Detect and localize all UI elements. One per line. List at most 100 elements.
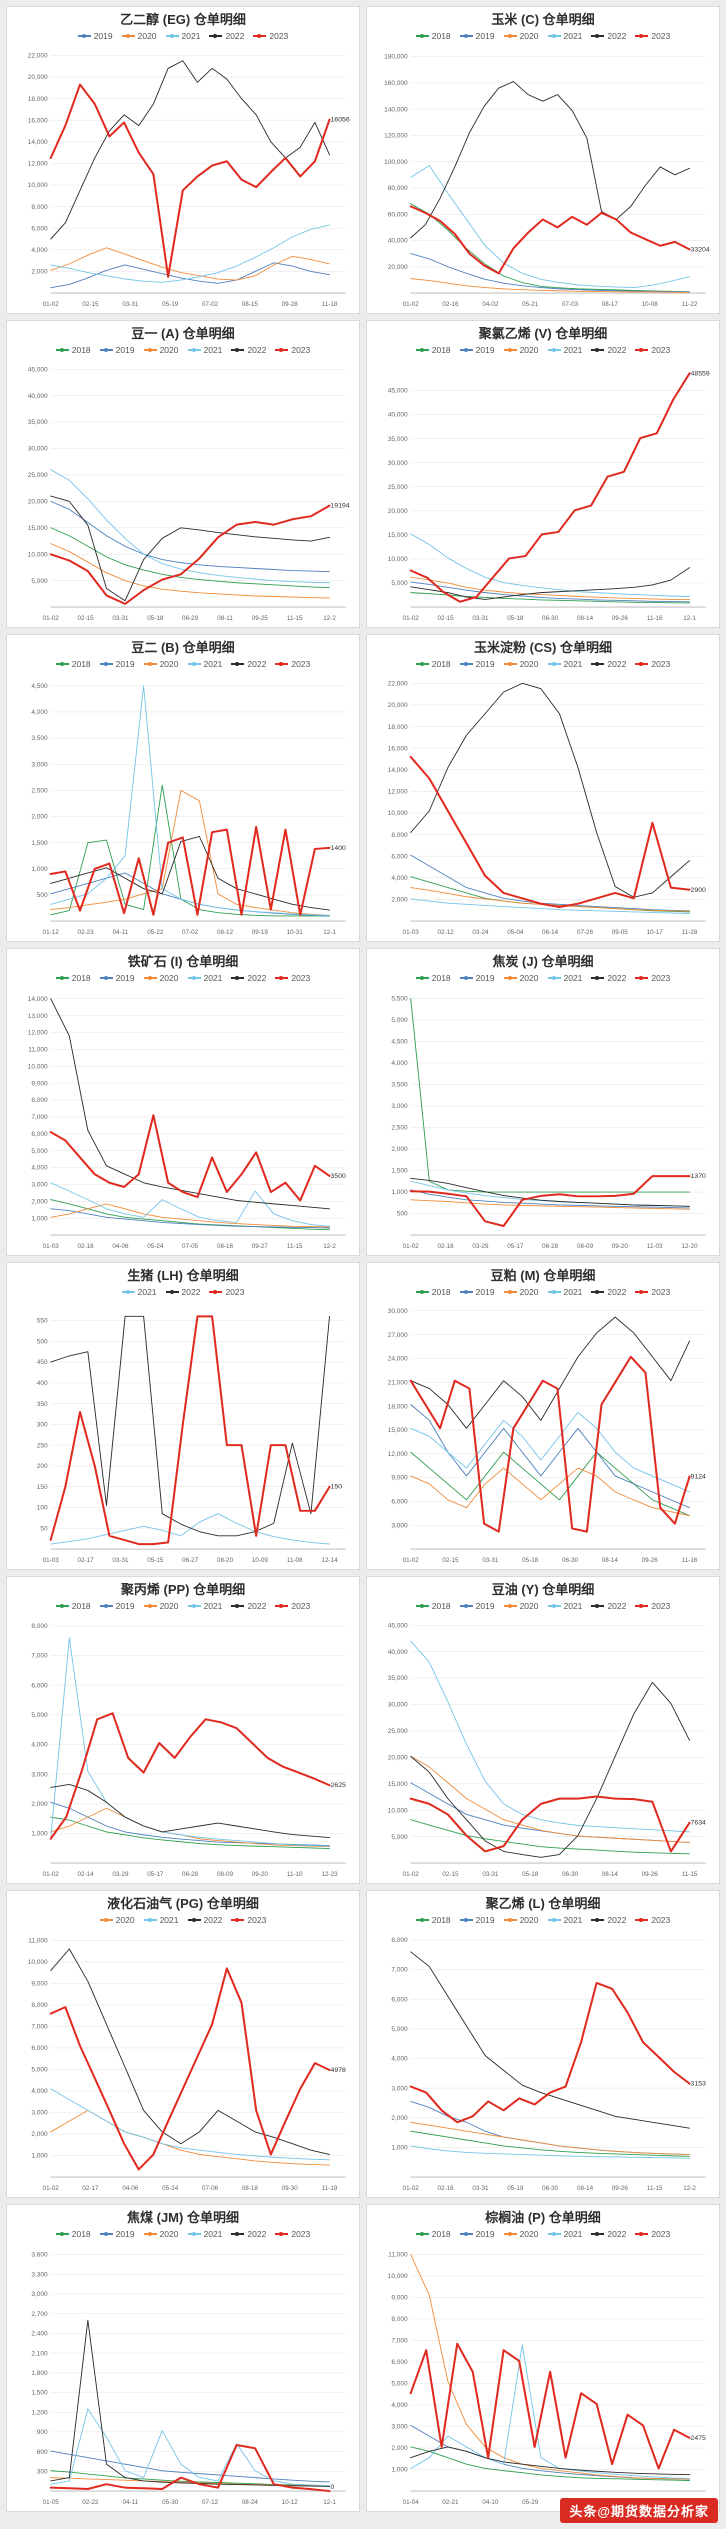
legend-year-label: 2021: [563, 1287, 583, 1297]
y-tick-label: 5,000: [31, 2067, 48, 2074]
series-end-label: 19194: [331, 503, 350, 510]
series-line-2018: [410, 203, 690, 293]
legend-line-marker-icon: [503, 662, 517, 666]
y-tick-label: 10,000: [28, 1064, 48, 1071]
y-tick-label: 4,000: [31, 1742, 48, 1749]
legend-line-marker-icon: [591, 662, 605, 666]
x-tick-label: 12-1: [323, 929, 336, 936]
legend-item: 2020: [503, 658, 539, 670]
chart-card: 乙二醇 (EG) 仓单明细 2019 2020 2021 2022 2023 2,000…: [6, 6, 360, 314]
legend-item: 2022: [209, 30, 244, 42]
chart-legend: 2019 2020 2021 2022 2023: [10, 30, 356, 42]
legend-item: 2018: [55, 1600, 91, 1612]
y-tick-label: 7,000: [391, 1967, 408, 1974]
y-tick-label: 2,700: [31, 2311, 48, 2318]
chart-card: 聚丙烯 (PP) 仓单明细 2018 2019 2020 2021 2022 2023 1…: [6, 1576, 360, 1884]
series-end-label: 16056: [331, 117, 350, 124]
series-line-2022: [410, 1681, 690, 1858]
y-tick-label: 3,600: [31, 2252, 48, 2259]
legend-year-label: 2021: [563, 659, 583, 669]
legend-year-label: 2019: [475, 1601, 495, 1611]
series-line-2020: [410, 576, 690, 601]
legend-year-label: 2019: [93, 31, 113, 41]
x-tick-label: 05-18: [147, 615, 164, 622]
chart-legend: 2018 2019 2020 2021 2022 2023: [10, 972, 356, 984]
legend-year-label: 2023: [651, 31, 671, 41]
x-tick-label: 09-25: [252, 615, 269, 622]
series-end-label: 9124: [691, 1474, 707, 1481]
series-line-2018: [50, 784, 330, 917]
x-tick-label: 08-18: [242, 2185, 259, 2192]
y-tick-label: 4,000: [391, 2402, 408, 2409]
x-tick-label: 05-29: [522, 2499, 539, 2506]
y-tick-label: 8,000: [31, 1097, 48, 1104]
chart-legend: 2018 2019 2020 2021 2022 2023: [10, 1600, 356, 1612]
x-tick-label: 05-17: [147, 1871, 164, 1878]
chart-card: 生猪 (LH) 仓单明细 2021 2022 2023 50 100 150 200 250…: [6, 1262, 360, 1570]
legend-item: 2022: [187, 1914, 222, 1926]
legend-line-marker-icon: [187, 1918, 201, 1922]
legend-year-label: 2023: [651, 1287, 671, 1297]
y-tick-label: 3,000: [31, 2291, 48, 2298]
x-tick-label: 12-14: [321, 1557, 338, 1564]
x-tick-label: 09-28: [282, 301, 299, 308]
legend-item: 2023: [275, 972, 310, 984]
legend-item: 2019: [459, 30, 495, 42]
legend-line-marker-icon: [547, 1604, 561, 1608]
x-tick-label: 06-28: [542, 1243, 559, 1250]
legend-line-marker-icon: [55, 348, 69, 352]
y-tick-label: 8,000: [391, 2316, 408, 2323]
series-line-2023: [409, 1355, 691, 1533]
series-line-2022: [410, 567, 690, 600]
legend-item: 2021: [547, 658, 583, 670]
legend-year-label: 2023: [269, 31, 289, 41]
legend-item: 2019: [459, 1600, 495, 1612]
x-tick-label: 10-09: [252, 1557, 269, 1564]
legend-item: 2022: [591, 2228, 626, 2240]
x-tick-label: 06-14: [542, 929, 559, 936]
series-line-2023: [409, 755, 691, 909]
y-tick-label: 2,000: [31, 1801, 48, 1808]
legend-line-marker-icon: [415, 348, 429, 352]
y-tick-label: 160,000: [384, 80, 408, 87]
legend-item: 2019: [459, 1914, 495, 1926]
legend-line-marker-icon: [591, 34, 605, 38]
series-line-2022: [50, 1948, 330, 2155]
y-tick-label: 4,000: [31, 2088, 48, 2095]
x-tick-label: 11-15: [287, 615, 303, 622]
y-tick-label: 14,000: [28, 996, 48, 1003]
legend-year-label: 2021: [203, 2229, 223, 2239]
series-line-2021: [50, 1182, 330, 1227]
y-tick-label: 9,000: [31, 1981, 48, 1988]
x-tick-label: 08-14: [602, 1871, 619, 1878]
series-line-2021: [410, 1640, 690, 1833]
y-tick-label: 35,000: [28, 419, 48, 426]
y-tick-label: 25,000: [388, 484, 408, 491]
series-line-2022: [410, 1951, 690, 2129]
legend-year-label: 2019: [475, 345, 495, 355]
legend-line-marker-icon: [459, 34, 473, 38]
legend-item: 2020: [503, 1600, 539, 1612]
legend-line-marker-icon: [415, 2232, 429, 2236]
y-tick-label: 450: [37, 1359, 48, 1366]
series-line-2019: [50, 2450, 330, 2483]
x-tick-label: 02-23: [78, 929, 95, 936]
chart-title: 玉米淀粉 (CS) 仓单明细: [474, 640, 612, 655]
legend-year-label: 2021: [203, 659, 223, 669]
legend-item: 2020: [143, 658, 179, 670]
x-tick-label: 07-02: [182, 929, 199, 936]
x-tick-label: 05-19: [162, 301, 179, 308]
y-tick-label: 2,000: [31, 269, 48, 276]
legend-line-marker-icon: [503, 1290, 517, 1294]
legend-line-marker-icon: [253, 34, 267, 38]
x-tick-label: 11-16: [647, 615, 663, 622]
x-tick-label: 01-02: [403, 615, 420, 622]
y-tick-label: 3,000: [391, 2085, 408, 2092]
x-tick-label: 03-31: [482, 1557, 499, 1564]
y-tick-label: 1,800: [31, 2370, 48, 2377]
y-tick-label: 2,500: [391, 1125, 408, 1132]
y-tick-label: 8,000: [31, 204, 48, 211]
x-tick-label: 12-1: [323, 2499, 336, 2506]
watermark-badge: 头条@期货数据分析家: [560, 2498, 718, 2523]
chart-plot: 2,000 4,000 6,000 8,000 10,000 12,000 14,000 16…: [388, 681, 706, 936]
